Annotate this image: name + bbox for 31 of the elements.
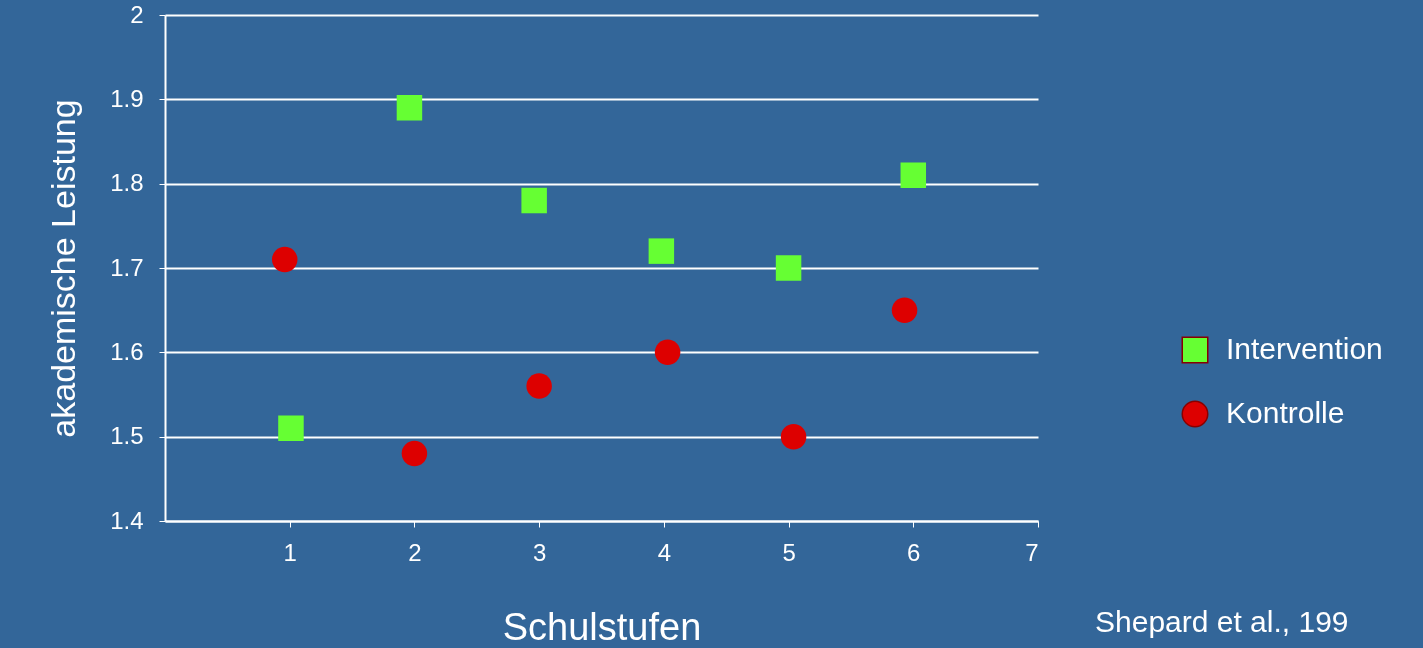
x-tick-label: 2 <box>408 538 422 566</box>
x-tick-label: 3 <box>532 538 547 566</box>
text: Shepard et al., 199 <box>1095 605 1349 638</box>
x-tick-label: 1 <box>283 538 297 566</box>
x-tick-label: 7 <box>1025 538 1039 566</box>
y-tick-label: 1.6 <box>110 337 144 365</box>
y-tick-label: 1.9 <box>110 84 144 112</box>
point <box>775 255 802 281</box>
y-tick-label: 1.5 <box>110 422 144 450</box>
y-tick-label: 1.8 <box>110 169 144 197</box>
point <box>780 423 807 450</box>
x-axis-title: Schulstufen <box>502 605 702 648</box>
point <box>401 440 428 467</box>
y-tick-label: 2 <box>130 0 144 28</box>
point <box>654 339 681 366</box>
x-tick-label: 4 <box>657 538 672 566</box>
y-tick-label: 1.7 <box>110 253 144 281</box>
legend-label: Intervention <box>1226 332 1383 365</box>
x-tick-label: 6 <box>907 538 921 566</box>
y-axis-title: akademische Leistung <box>44 99 83 438</box>
x-tick-label: 5 <box>782 538 796 566</box>
point <box>271 246 298 273</box>
point <box>526 373 552 399</box>
y-tick-label: 1.4 <box>110 506 144 534</box>
point <box>278 415 304 441</box>
point <box>900 162 927 188</box>
point <box>521 187 547 214</box>
point <box>396 95 423 121</box>
point <box>891 297 918 323</box>
legend-label: Kontrolle <box>1226 396 1345 429</box>
point <box>648 238 675 264</box>
